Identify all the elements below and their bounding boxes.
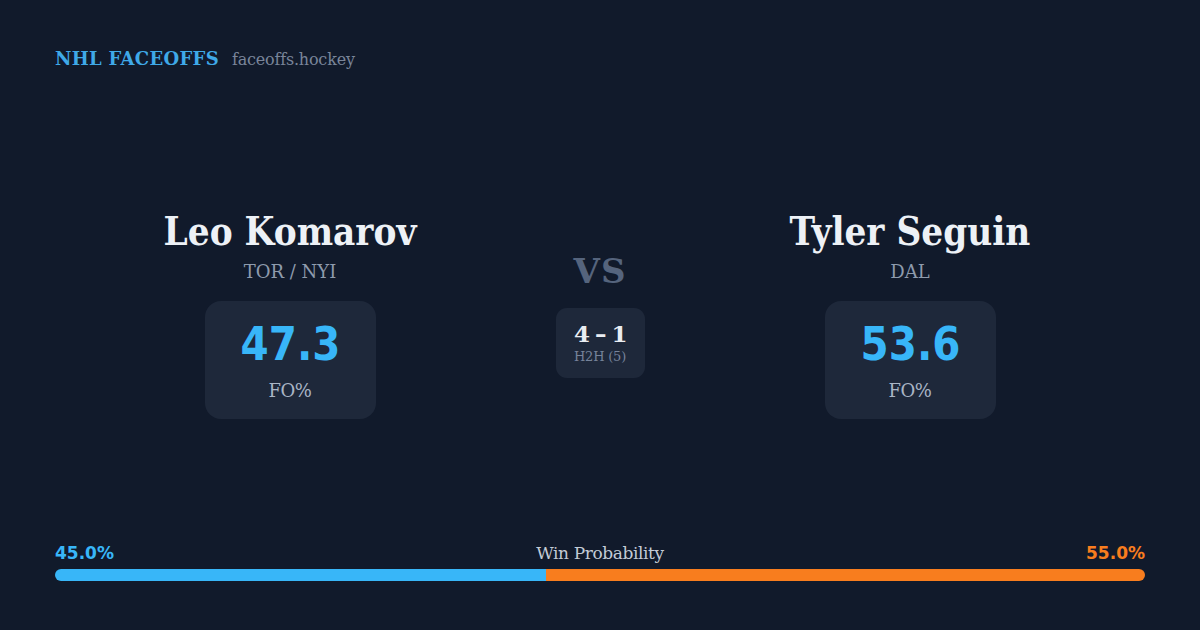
win-probability-title: Win Probability	[55, 543, 1145, 563]
h2h-score: 4 – 1	[556, 320, 645, 347]
win-probability-bar-right	[546, 569, 1146, 581]
win-probability-right-pct: 55.0%	[1086, 543, 1145, 563]
player-right-stat-card: 53.6 FO%	[825, 301, 996, 419]
site-url: faceoffs.hockey	[232, 50, 355, 69]
h2h-card: 4 – 1 H2H (5)	[556, 308, 645, 378]
win-probability-bar	[55, 569, 1145, 581]
player-right-stat-label: FO%	[825, 380, 996, 401]
player-left-panel: Leo Komarov TOR / NYI 47.3 FO%	[90, 210, 490, 419]
player-right-name: Tyler Seguin	[710, 210, 1110, 252]
player-right-panel: Tyler Seguin DAL 53.6 FO%	[710, 210, 1110, 419]
player-left-stat-card: 47.3 FO%	[205, 301, 376, 419]
vs-label: VS	[500, 253, 700, 289]
player-left-team: TOR / NYI	[90, 261, 490, 282]
header: NHL FACEOFFS faceoffs.hockey	[55, 48, 355, 69]
player-left-fo-pct: 47.3	[215, 319, 365, 369]
win-probability-labels: 45.0% Win Probability 55.0%	[55, 543, 1145, 563]
player-right-team: DAL	[710, 261, 1110, 282]
player-left-stat-label: FO%	[205, 380, 376, 401]
player-left-name: Leo Komarov	[90, 210, 490, 252]
player-right-fo-pct: 53.6	[835, 319, 985, 369]
vs-panel: VS 4 – 1 H2H (5)	[500, 253, 700, 378]
h2h-label: H2H (5)	[556, 348, 645, 366]
brand-title: NHL FACEOFFS	[55, 48, 219, 69]
win-probability-bar-left	[55, 569, 546, 581]
